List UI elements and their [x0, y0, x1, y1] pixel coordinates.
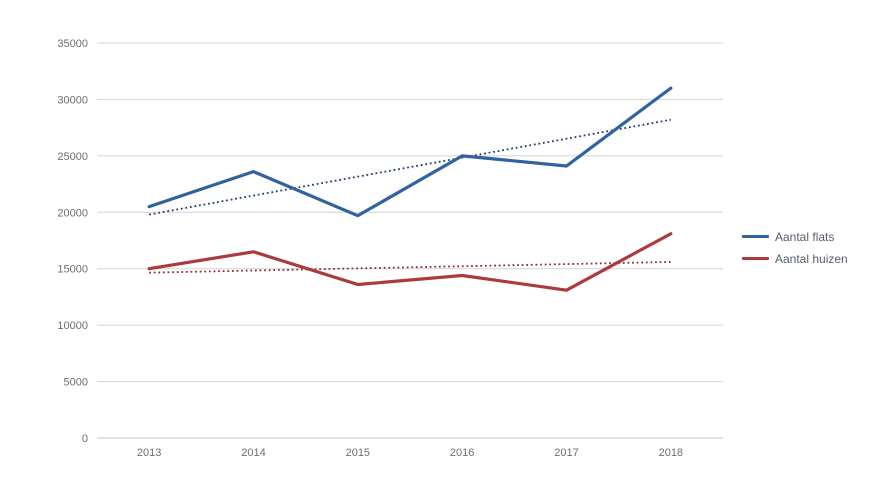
trendline-aantal-flats — [149, 118, 671, 216]
y-tick-label: 15000 — [57, 264, 88, 276]
trendlines — [149, 118, 671, 274]
series-lines — [147, 86, 673, 292]
legend-item-flats: Aantal flats — [742, 229, 848, 244]
y-tick-label: 35000 — [57, 38, 88, 50]
legend-label-flats: Aantal flats — [775, 229, 835, 244]
x-tick-label: 2014 — [241, 447, 265, 459]
x-tick-label: 2013 — [137, 447, 161, 459]
legend: Aantal flats Aantal huizen — [742, 229, 848, 266]
y-tick-label: 0 — [82, 433, 88, 445]
legend-label-huizen: Aantal huizen — [775, 251, 848, 266]
gridlines — [97, 42, 723, 439]
x-tick-label: 2016 — [450, 447, 474, 459]
x-axis-labels: 2013 2014 2015 2016 2017 2018 — [137, 447, 683, 459]
y-axis-labels: 0 5000 10000 15000 20000 25000 30000 35000 — [57, 38, 88, 445]
x-tick-label: 2015 — [346, 447, 370, 459]
trendline-aantal-huizen — [149, 261, 671, 274]
y-tick-label: 30000 — [57, 94, 88, 106]
legend-swatch-flats — [742, 235, 769, 238]
y-tick-label: 10000 — [57, 320, 88, 332]
legend-swatch-huizen — [742, 257, 769, 260]
series-line-aantal-flats — [147, 86, 673, 218]
y-tick-label: 25000 — [57, 151, 88, 163]
y-tick-label: 20000 — [57, 207, 88, 219]
x-tick-label: 2017 — [554, 447, 578, 459]
legend-item-huizen: Aantal huizen — [742, 251, 848, 266]
x-tick-label: 2018 — [659, 447, 683, 459]
series-line-aantal-huizen — [147, 232, 673, 292]
y-tick-label: 5000 — [64, 377, 88, 389]
